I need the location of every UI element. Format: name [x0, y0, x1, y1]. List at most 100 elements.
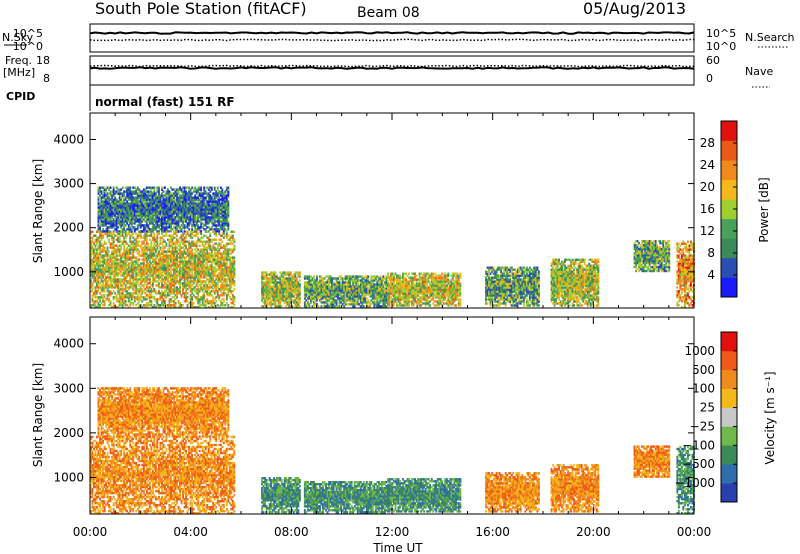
power-echo-cell	[144, 304, 147, 307]
power-echo-cell	[97, 202, 100, 205]
power-echo-cell	[189, 256, 192, 259]
power-echo-cell	[108, 218, 110, 221]
power-echo-cell	[216, 262, 219, 265]
power-echo-cell	[200, 274, 203, 277]
power-echo-cell	[147, 288, 150, 291]
power-echo-cell	[222, 232, 225, 235]
power-echo-cell	[132, 262, 135, 265]
power-echo-cell	[150, 256, 153, 259]
power-echo-cell	[141, 266, 144, 269]
power-echo-cell	[127, 296, 130, 299]
power-echo-cell	[106, 228, 109, 231]
power-echo-cell	[120, 278, 123, 281]
power-echo-cell	[108, 212, 110, 215]
power-echo-cell	[136, 242, 139, 245]
power-echo-cell	[91, 266, 94, 269]
power-echo-cell	[121, 290, 124, 293]
power-echo-cell	[150, 250, 153, 253]
power-echo-cell	[97, 270, 100, 273]
power-echo-cell	[132, 236, 135, 239]
power-echo-cell	[124, 220, 127, 223]
power-echo-cell	[198, 244, 201, 247]
power-echo-cell	[144, 254, 147, 257]
power-echo-cell	[124, 272, 127, 275]
power-echo-cell	[192, 252, 195, 255]
power-echo-cell	[195, 244, 198, 247]
power-echo-cell	[153, 244, 156, 247]
power-echo-cell	[158, 282, 160, 285]
power-echo-cell	[233, 268, 236, 271]
power-echo-cell	[121, 302, 124, 305]
power-echo-cell	[176, 268, 178, 271]
power-echo-cell	[117, 208, 120, 211]
power-echo-cell	[97, 256, 100, 259]
power-echo-cell	[179, 258, 181, 261]
power-echo-cell	[206, 278, 209, 281]
power-echo-cell	[103, 254, 106, 257]
power-echo-cell	[213, 284, 216, 287]
power-echo-cell	[100, 280, 103, 283]
power-echo-cell	[123, 260, 126, 263]
power-echo-cell	[148, 248, 151, 251]
power-echo-cell	[168, 254, 171, 257]
power-echo-cell	[192, 264, 195, 267]
power-echo-cell	[221, 284, 224, 287]
power-echo-cell	[99, 240, 101, 243]
power-echo-cell	[210, 274, 213, 277]
power-echo-cell	[102, 224, 104, 227]
power-echo-cell	[215, 258, 218, 261]
power-echo-cell	[90, 268, 92, 271]
power-echo-cell	[197, 300, 200, 303]
power-echo-cell	[105, 252, 107, 255]
power-echo-cell	[115, 272, 118, 275]
freq-label-1: Freq.	[5, 54, 32, 67]
power-echo-cell	[138, 240, 141, 243]
power-echo-cell	[112, 270, 115, 273]
power-echo-cell	[213, 260, 216, 263]
power-echo-cell	[135, 216, 138, 219]
power-echo-cell	[136, 260, 139, 263]
power-echo-cell	[127, 300, 130, 303]
power-echo-cell	[106, 234, 109, 237]
power-echo-cell	[171, 276, 174, 279]
power-echo-cell	[222, 276, 225, 279]
power-echo-cell	[102, 190, 104, 193]
power-echo-cell	[209, 292, 212, 295]
power-echo-cell	[171, 290, 174, 293]
power-echo-cell	[115, 294, 118, 297]
power-echo-cell	[118, 196, 121, 199]
power-echo-cell	[111, 212, 113, 215]
power-echo-cell	[111, 252, 113, 255]
power-echo-cell	[120, 200, 123, 203]
power-echo-cell	[224, 286, 227, 289]
power-echo-cell	[221, 278, 224, 281]
power-echo-cell	[188, 266, 191, 269]
power-echo-cell	[206, 288, 209, 291]
power-echo-cell	[209, 248, 212, 251]
power-echo-cell	[96, 296, 98, 299]
nave-tick-bottom: 0	[706, 72, 713, 85]
power-echo-cell	[133, 192, 136, 195]
power-echo-cell	[99, 202, 101, 205]
power-echo-cell	[168, 266, 171, 269]
power-echo-cell	[105, 210, 107, 213]
power-echo-cell	[93, 260, 95, 263]
power-echo-cell	[124, 234, 127, 237]
power-echo-cell	[182, 268, 184, 271]
power-echo-cell	[151, 258, 154, 261]
power-echo-cell	[194, 280, 197, 283]
power-echo-cell	[126, 250, 129, 253]
power-echo-cell	[106, 206, 109, 209]
power-echo-cell	[103, 304, 106, 307]
power-echo-cell	[158, 258, 160, 261]
power-echo-cell	[204, 256, 207, 259]
power-echo-cell	[213, 242, 216, 245]
power-echo-cell	[174, 286, 177, 289]
power-echo-cell	[191, 290, 194, 293]
power-echo-cell	[124, 280, 127, 283]
power-echo-cell	[132, 198, 135, 201]
power-echo-cell	[179, 276, 181, 279]
power-echo-cell	[121, 286, 124, 289]
power-echo-cell	[188, 274, 191, 277]
power-echo-cell	[123, 268, 126, 271]
